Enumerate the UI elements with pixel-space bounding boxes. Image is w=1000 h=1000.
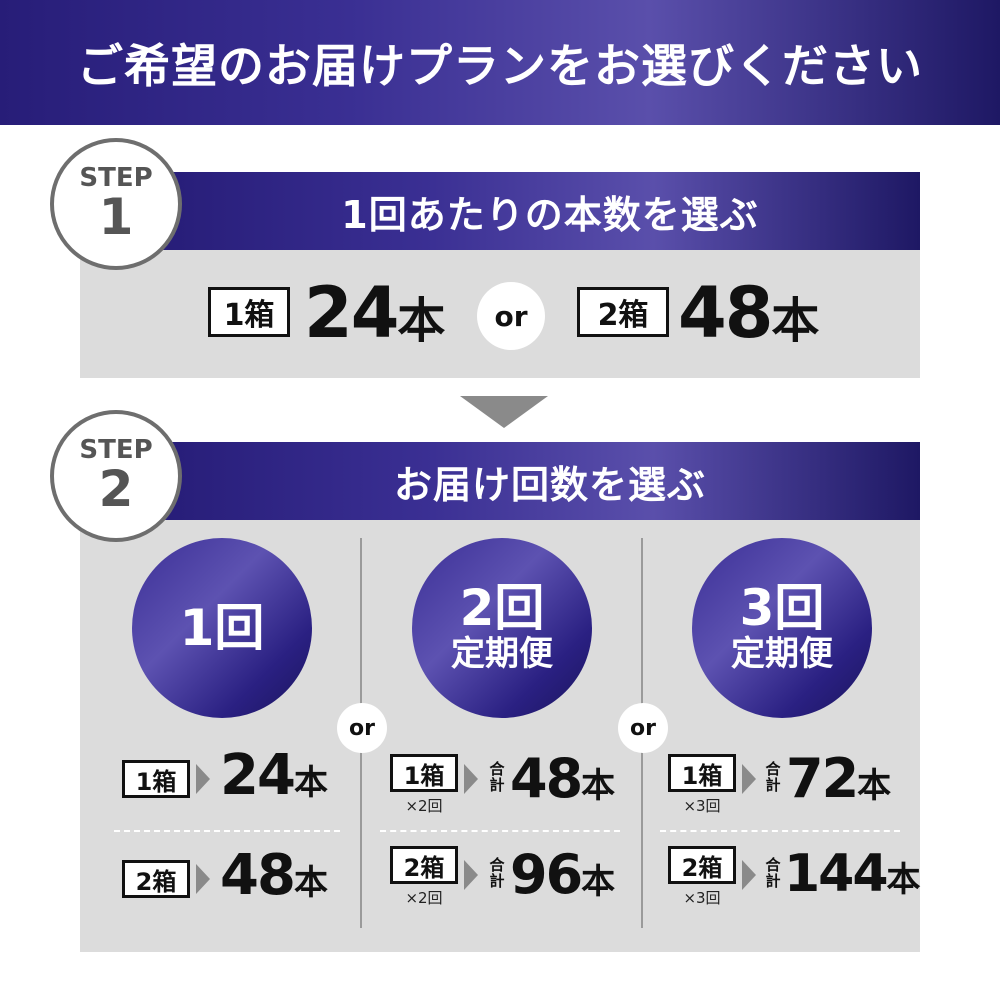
step1-badge-label: STEP xyxy=(79,162,153,193)
step1-badge-number: 1 xyxy=(98,187,134,246)
plan-2-row-2-value[interactable]: 96本 xyxy=(510,843,616,906)
plan-3-row-1-value[interactable]: 72本 xyxy=(786,747,892,810)
chevron-right-icon xyxy=(742,764,756,794)
plan-3-title: 3回 xyxy=(739,579,825,638)
step2-badge: STEP 2 xyxy=(50,410,182,542)
step1-box-1[interactable]: 1箱 xyxy=(208,287,290,337)
plan-1-circle[interactable]: 1回 xyxy=(132,538,312,718)
step1-box-2[interactable]: 2箱 xyxy=(577,287,669,337)
step2-or-1: or xyxy=(337,703,387,753)
plan-3-row-1-box: 1箱 xyxy=(668,754,736,792)
plan-2-row-1-box: 1箱 xyxy=(390,754,458,792)
step2-or-2: or xyxy=(618,703,668,753)
header-banner: ご希望のお届けプランをお選びください xyxy=(0,0,1000,125)
row-separator xyxy=(380,830,620,832)
plan-3-row-1-times: ×3回 xyxy=(683,797,721,815)
chevron-right-icon xyxy=(742,860,756,890)
step2-panel: or or 1回 1箱 24本 2箱 48本 2回 定期便 1箱 ×2回 合計 … xyxy=(80,520,921,952)
plan-1-row-2-box: 2箱 xyxy=(122,860,190,898)
down-arrow-icon xyxy=(460,396,548,428)
plan-2-subtitle: 定期便 xyxy=(451,633,553,674)
plan-2-row-1-gokei: 合計 xyxy=(489,760,505,794)
step2-badge-number: 2 xyxy=(98,459,134,518)
plan-2-row-2-times: ×2回 xyxy=(405,889,443,907)
step2-title-band: お届け回数を選ぶ xyxy=(160,442,920,520)
plan-1-row-1-box: 1箱 xyxy=(122,760,190,798)
plan-2-row-2-box: 2箱 xyxy=(390,846,458,884)
row-separator xyxy=(114,830,340,832)
plan-3-subtitle: 定期便 xyxy=(731,633,833,674)
chevron-right-icon xyxy=(196,864,210,894)
chevron-right-icon xyxy=(464,764,478,794)
plan-2-circle[interactable]: 2回 定期便 xyxy=(412,538,592,718)
plan-1-row-1-value[interactable]: 24本 xyxy=(220,743,328,808)
step1-badge: STEP 1 xyxy=(50,138,182,270)
plan-2-row-1-times: ×2回 xyxy=(405,797,443,815)
step2-badge-label: STEP xyxy=(79,434,153,465)
plan-2-row-2-gokei: 合計 xyxy=(489,856,505,890)
step1-count-24[interactable]: 24本 xyxy=(304,272,446,354)
row-separator xyxy=(660,830,900,832)
plan-3-row-2-value[interactable]: 144本 xyxy=(784,844,921,904)
page-title: ご希望のお届けプランをお選びください xyxy=(77,38,923,93)
step1-title: 1回あたりの本数を選ぶ xyxy=(341,192,759,237)
plan-1-row-2-value[interactable]: 48本 xyxy=(220,843,328,908)
plan-3-row-2-times: ×3回 xyxy=(683,889,721,907)
plan-3-row-2-gokei: 合計 xyxy=(765,856,781,890)
plan-3-row-2-box: 2箱 xyxy=(668,846,736,884)
chevron-right-icon xyxy=(196,764,210,794)
plan-1-title: 1回 xyxy=(179,598,265,657)
step1-title-band: 1回あたりの本数を選ぶ xyxy=(160,172,920,250)
plan-2-row-1-value[interactable]: 48本 xyxy=(510,747,616,810)
plan-3-row-1-gokei: 合計 xyxy=(765,760,781,794)
step1-count-48[interactable]: 48本 xyxy=(678,272,820,354)
step1-or: or xyxy=(477,282,545,350)
step2-title: お届け回数を選ぶ xyxy=(393,462,706,507)
chevron-right-icon xyxy=(464,860,478,890)
plan-3-circle[interactable]: 3回 定期便 xyxy=(692,538,872,718)
plan-2-title: 2回 xyxy=(459,579,545,638)
step1-panel: 1箱 24本 or 2箱 48本 xyxy=(80,250,920,378)
